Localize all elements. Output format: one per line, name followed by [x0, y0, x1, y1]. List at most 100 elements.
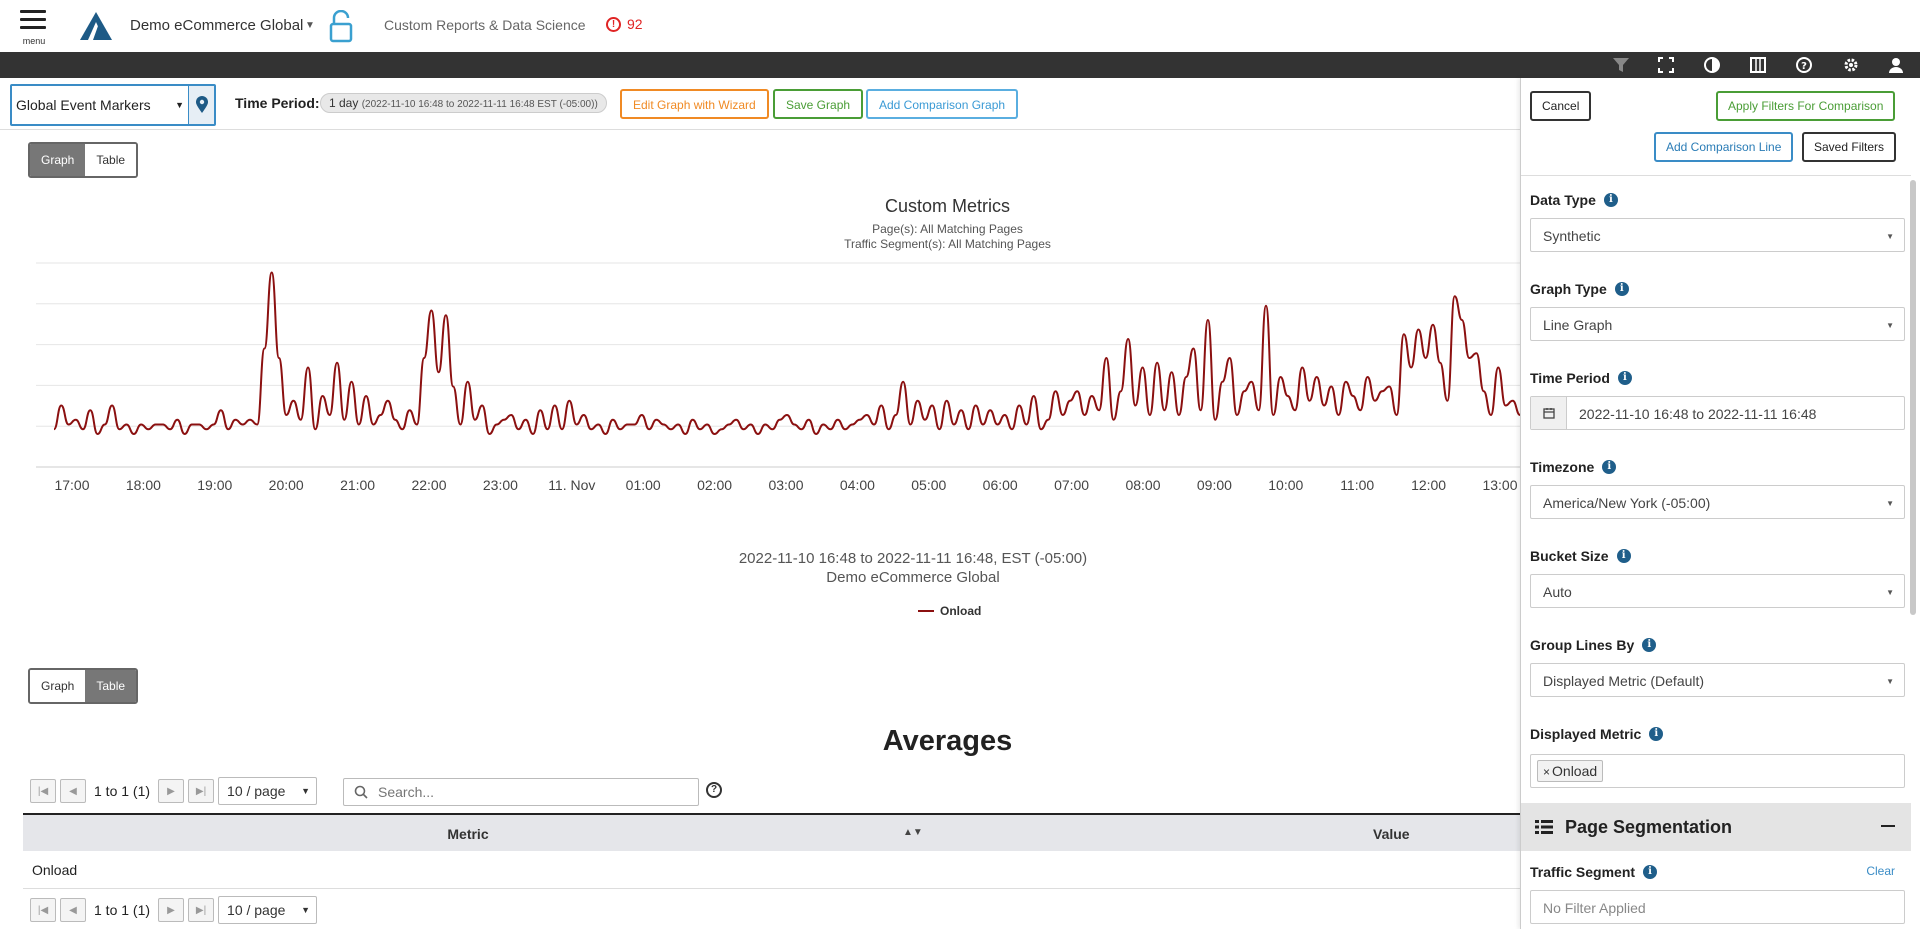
contrast-icon[interactable] [1703, 56, 1721, 74]
traffic-segment-input[interactable]: No Filter Applied [1530, 890, 1905, 924]
account-name[interactable]: Demo eCommerce Global [130, 17, 304, 34]
cancel-button[interactable]: Cancel [1530, 91, 1592, 121]
timezone-label: Timezone i [1530, 459, 1617, 475]
gear-icon[interactable] [1842, 56, 1860, 74]
last-page-icon[interactable]: ▶| [188, 779, 215, 803]
info-icon[interactable]: i [1617, 371, 1632, 385]
tab-graph[interactable]: Graph [30, 670, 86, 702]
save-graph-button[interactable]: Save Graph [773, 89, 864, 119]
time-period-input[interactable]: 2022-11-10 16:48 to 2022-11-11 16:48 [1530, 396, 1905, 430]
page-range: 1 to 1 (1) [94, 902, 151, 918]
table-header: Metric ▲▼ Value [23, 813, 1523, 851]
x-axis-ticks: 17:00 18:00 19:00 20:00 21:00 22:00 23:00 11. N… [54, 477, 1517, 493]
next-page-icon[interactable]: ▶ [158, 898, 185, 922]
remove-icon[interactable]: × [1543, 765, 1551, 779]
info-icon[interactable]: i [1649, 727, 1664, 741]
event-markers-value[interactable]: Global Event Markers ▼ [12, 86, 188, 124]
saved-filters-button[interactable]: Saved Filters [1802, 132, 1897, 162]
filter-icon[interactable] [1612, 56, 1630, 74]
tab-graph[interactable]: Graph [30, 144, 86, 176]
chevron-down-icon: ▼ [301, 786, 311, 796]
tab-table[interactable]: Table [85, 670, 137, 702]
user-icon[interactable] [1887, 56, 1905, 74]
prev-page-icon[interactable]: ◀ [60, 898, 86, 922]
group-lines-select[interactable]: Displayed Metric (Default) ▼ [1530, 663, 1905, 697]
bucket-size-select[interactable]: Auto ▼ [1530, 574, 1905, 608]
per-page-value: 10 / page [227, 902, 286, 918]
column-metric[interactable]: Metric [447, 826, 489, 842]
x-tick-label: 03:00 [768, 477, 803, 493]
metric-chip[interactable]: × Onload [1537, 760, 1604, 782]
apply-filters-button[interactable]: Apply Filters For Comparison [1716, 91, 1896, 121]
averages-title: Averages [882, 725, 1013, 757]
page-segmentation-title: Page Segmentation [1565, 816, 1733, 837]
view-toggle-top: Graph Table [28, 142, 139, 178]
table-row: Onload [23, 851, 1523, 889]
map-pin-icon[interactable] [188, 86, 214, 124]
info-icon[interactable]: i [1643, 865, 1658, 879]
first-page-icon[interactable]: |◀ [30, 898, 56, 922]
search-box[interactable] [343, 778, 699, 806]
column-value[interactable]: Value [1373, 826, 1410, 842]
per-page-select[interactable]: 10 / page ▼ [218, 777, 318, 805]
first-page-icon[interactable]: |◀ [30, 779, 56, 803]
columns-icon[interactable] [1749, 56, 1767, 74]
event-markers-select[interactable]: Global Event Markers ▼ [10, 84, 216, 126]
clear-link[interactable]: Clear [1866, 864, 1895, 878]
info-icon[interactable]: i [1602, 460, 1617, 474]
time-period-range: (2022-11-10 16:48 to 2022-11-11 16:48 ES… [361, 99, 598, 110]
account-chevron-down-icon[interactable]: ▼ [305, 20, 315, 31]
info-icon[interactable]: i [1603, 193, 1618, 207]
time-period-pill[interactable]: 1 day (2022-11-10 16:48 to 2022-11-11 16… [320, 93, 607, 113]
graph-type-select[interactable]: Line Graph ▼ [1530, 307, 1905, 341]
fullscreen-icon[interactable] [1657, 56, 1675, 74]
bucket-size-label-text: Bucket Size [1530, 548, 1609, 564]
chevron-down-icon: ▼ [1886, 677, 1894, 686]
menu-button[interactable]: menu [20, 10, 48, 46]
timezone-select[interactable]: America/New York (-05:00) ▼ [1530, 485, 1905, 519]
series-line-onload [53, 271, 1520, 436]
utility-bar: ? [0, 52, 1920, 78]
help-icon[interactable]: ? [1795, 56, 1813, 74]
legend-item-onload[interactable]: Onload [918, 604, 981, 618]
add-comparison-graph-button[interactable]: Add Comparison Graph [866, 89, 1019, 119]
search-input[interactable] [378, 784, 678, 800]
x-tick-label: 09:00 [1197, 477, 1232, 493]
x-tick-label: 02:00 [697, 477, 732, 493]
last-page-icon[interactable]: ▶| [188, 898, 215, 922]
hamburger-icon [20, 10, 46, 13]
edit-wizard-button[interactable]: Edit Graph with Wizard [620, 89, 769, 119]
data-type-value: Synthetic [1543, 228, 1601, 244]
displayed-metric-multiselect[interactable]: × Onload [1530, 754, 1905, 788]
x-tick-label: 04:00 [840, 477, 875, 493]
product-name: Custom Reports & Data Science [384, 17, 586, 33]
panel-scrollbar[interactable] [1910, 180, 1916, 615]
collapse-icon[interactable] [1881, 825, 1895, 827]
x-tick-label: 08:00 [1125, 477, 1160, 493]
data-type-label-text: Data Type [1530, 192, 1596, 208]
info-icon[interactable]: i [1614, 282, 1629, 296]
alert-indicator[interactable]: ! 92 [606, 16, 643, 32]
chevron-down-icon: ▼ [1886, 499, 1894, 508]
custom-metrics-chart[interactable]: 17:00 18:00 19:00 20:00 21:00 22:00 23:00 11. N… [0, 255, 1520, 545]
group-lines-value: Displayed Metric (Default) [1543, 673, 1705, 689]
info-icon[interactable]: i [1616, 549, 1631, 563]
calendar-icon[interactable] [1531, 397, 1567, 429]
next-page-icon[interactable]: ▶ [158, 779, 185, 803]
unlock-icon[interactable] [328, 10, 354, 44]
prev-page-icon[interactable]: ◀ [60, 779, 86, 803]
page-segmentation-header[interactable]: Page Segmentation [1521, 803, 1911, 851]
page-range: 1 to 1 (1) [94, 783, 151, 799]
tab-table[interactable]: Table [85, 144, 137, 176]
sort-icon[interactable]: ▲▼ [903, 827, 923, 838]
x-tick-label: 06:00 [983, 477, 1018, 493]
data-type-select[interactable]: Synthetic ▼ [1530, 218, 1905, 252]
add-comparison-line-button[interactable]: Add Comparison Line [1654, 132, 1794, 162]
x-tick-label: 10:00 [1268, 477, 1303, 493]
hamburger-icon-bar [20, 26, 46, 29]
brand-logo-icon [80, 12, 112, 40]
metric-cell: Onload [32, 862, 78, 878]
per-page-select[interactable]: 10 / page ▼ [218, 896, 318, 924]
info-icon[interactable]: i [1642, 638, 1657, 652]
help-icon[interactable]: ? [706, 782, 722, 798]
